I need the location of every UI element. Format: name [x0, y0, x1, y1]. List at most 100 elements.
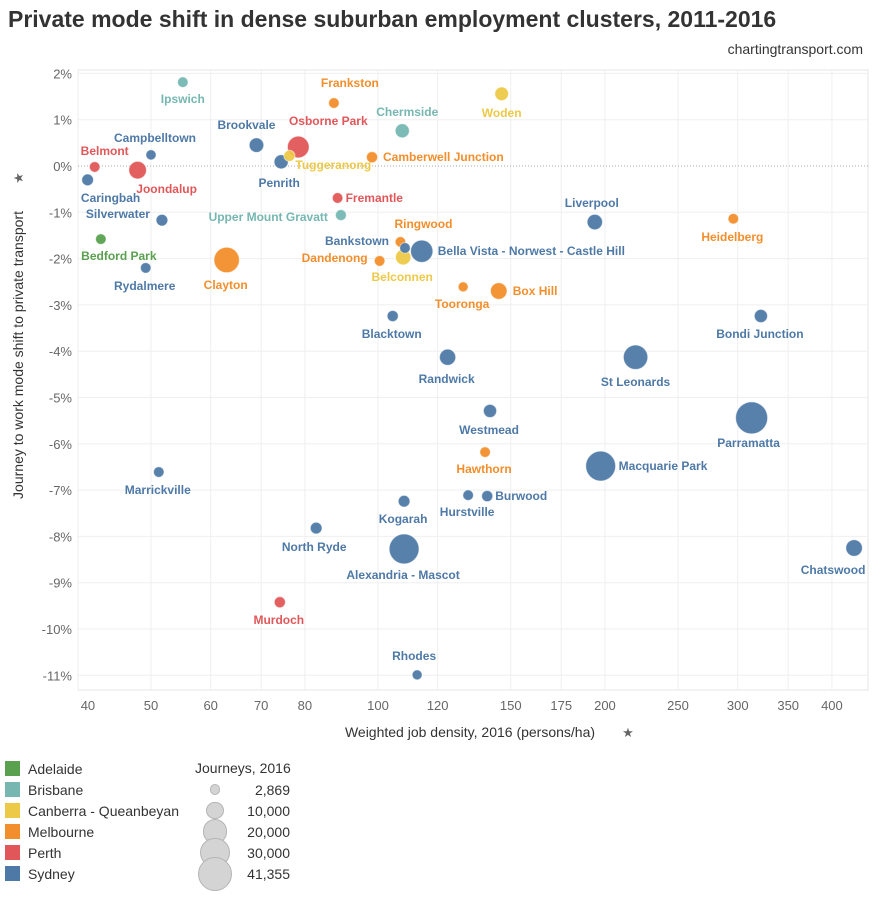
- data-point: [145, 149, 157, 161]
- point-label: Belmont: [81, 144, 129, 158]
- data-point: [283, 149, 296, 162]
- x-tick-label: 100: [367, 698, 389, 713]
- data-point: [373, 255, 386, 267]
- legend-swatch: [5, 824, 20, 839]
- data-point: [494, 86, 509, 102]
- point-label: Bedford Park: [81, 249, 157, 263]
- data-point: [328, 97, 340, 109]
- point-label: Clayton: [204, 278, 248, 292]
- x-tick-label: 50: [144, 698, 158, 713]
- y-tick-label: -10%: [42, 622, 73, 637]
- point-label: Randwick: [419, 372, 475, 386]
- x-tick-label: 400: [821, 698, 843, 713]
- point-label: Frankston: [321, 76, 379, 90]
- x-tick-label: 350: [777, 698, 799, 713]
- legend-item[interactable]: Perth: [5, 842, 179, 863]
- size-legend-item: 2,869: [195, 779, 291, 800]
- data-point: [457, 281, 469, 293]
- point-label: Penrith: [258, 176, 299, 190]
- legend-label: Melbourne: [28, 823, 95, 840]
- data-point: [622, 344, 649, 370]
- data-point: [128, 160, 147, 180]
- point-label: Hurstville: [440, 505, 495, 519]
- y-tick-label: -5%: [49, 391, 73, 406]
- size-legend-value: 30,000: [247, 844, 290, 861]
- legend-label: Adelaide: [28, 760, 83, 777]
- point-label: Murdoch: [253, 613, 304, 627]
- point-label: Tooronga: [435, 297, 490, 311]
- data-point: [462, 489, 474, 501]
- x-tick-label: 250: [667, 698, 689, 713]
- point-label: Liverpool: [565, 196, 619, 210]
- x-tick-label: 120: [427, 698, 449, 713]
- pin-icon: ★: [11, 172, 26, 184]
- x-tick-label: 60: [203, 698, 217, 713]
- data-point: [481, 490, 494, 503]
- data-point: [155, 213, 169, 227]
- data-point: [95, 233, 107, 245]
- point-label: Belconnen: [372, 270, 433, 284]
- point-label: Rydalmere: [114, 279, 176, 293]
- size-legend-item: 20,000: [195, 819, 291, 844]
- point-label: Caringbah: [81, 191, 140, 205]
- legend-item[interactable]: Adelaide: [5, 758, 179, 779]
- legend-label: Canberra - Queanbeyan: [28, 802, 179, 819]
- size-legend-value: 2,869: [254, 781, 290, 798]
- data-point: [177, 76, 189, 88]
- point-label: Kogarah: [379, 512, 428, 526]
- y-tick-label: 1%: [53, 113, 72, 128]
- data-point: [309, 521, 323, 535]
- data-point: [394, 123, 410, 139]
- legend-label: Perth: [28, 844, 62, 861]
- y-tick-label: -11%: [43, 668, 73, 683]
- legend-item[interactable]: Canberra - Queanbeyan: [5, 800, 179, 821]
- data-point: [439, 348, 457, 366]
- legend-item[interactable]: Sydney: [5, 863, 179, 884]
- legend-swatch: [5, 761, 20, 776]
- point-label: Silverwater: [86, 207, 150, 221]
- legend-swatch: [5, 782, 20, 797]
- legend-item[interactable]: Melbourne: [5, 821, 179, 842]
- size-legend-value: 10,000: [247, 802, 290, 819]
- y-tick-label: -9%: [49, 576, 73, 591]
- x-axis-label: Weighted job density, 2016 (persons/ha): [345, 724, 595, 740]
- data-point: [727, 213, 740, 225]
- point-label: Campbelltown: [114, 131, 196, 145]
- point-label: Parramatta: [717, 436, 780, 450]
- legend-label: Sydney: [28, 865, 75, 882]
- point-label: Box Hill: [513, 284, 558, 298]
- size-legend-item: 10,000: [195, 800, 291, 821]
- point-label: Bankstown: [325, 234, 389, 248]
- data-point: [388, 533, 420, 565]
- scatter-plot: 40 50 60 70 80 100 120 150 175 200 250 300 350 400 2% 1…: [10, 66, 869, 740]
- data-point: [365, 151, 379, 164]
- legend-swatch: [5, 845, 20, 860]
- data-point: [411, 669, 423, 681]
- y-tick-label: -6%: [49, 437, 73, 452]
- point-label: Osborne Park: [289, 114, 368, 128]
- point-label: Fremantle: [346, 191, 404, 205]
- x-tick-label: 175: [550, 698, 572, 713]
- y-tick-label: 2%: [53, 66, 72, 81]
- y-tick-label: -2%: [49, 252, 73, 267]
- y-tick-label: -4%: [49, 344, 73, 359]
- point-label: Blacktown: [362, 327, 422, 341]
- data-point: [586, 213, 603, 231]
- data-point: [845, 539, 863, 557]
- point-label: Ringwood: [394, 217, 452, 231]
- data-point: [88, 161, 101, 173]
- legend-item[interactable]: Brisbane: [5, 779, 179, 800]
- legend-swatch: [5, 803, 20, 818]
- point-label: Ipswich: [161, 92, 205, 106]
- data-point: [482, 403, 498, 419]
- point-label: Rhodes: [392, 649, 436, 663]
- point-label: Alexandria - Mascot: [346, 568, 459, 582]
- x-tick-label: 40: [81, 698, 95, 713]
- data-point: [152, 466, 165, 478]
- data-point: [397, 494, 411, 508]
- color-legend: Adelaide Brisbane Canberra - Queanbeyan Mel…: [5, 758, 179, 884]
- data-point: [479, 446, 491, 458]
- point-label: Woden: [482, 106, 522, 120]
- point-label: Joondalup: [136, 182, 197, 196]
- legend-swatch: [5, 866, 20, 881]
